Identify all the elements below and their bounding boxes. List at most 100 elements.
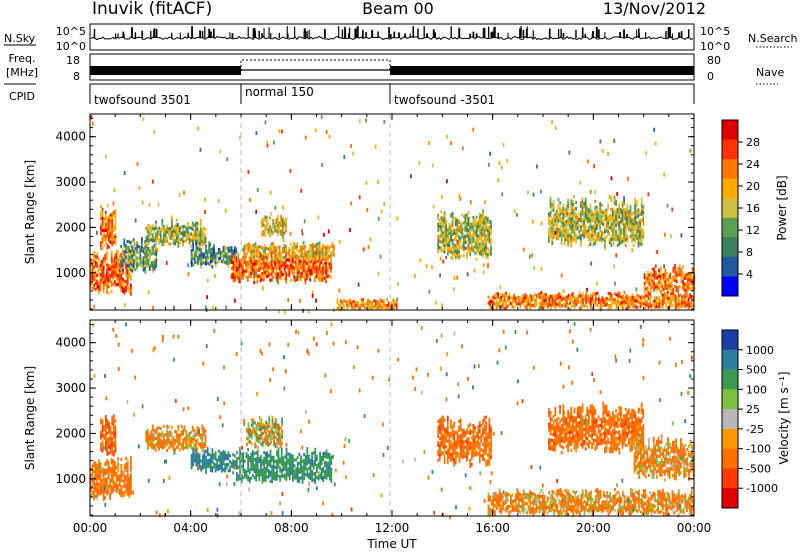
data-cell xyxy=(277,224,279,228)
data-cell xyxy=(249,440,251,444)
data-cell xyxy=(330,473,333,477)
data-cell xyxy=(607,221,609,225)
data-cell xyxy=(532,303,535,307)
data-cell xyxy=(478,230,481,234)
data-cell xyxy=(362,247,365,252)
data-cell xyxy=(458,241,460,245)
data-cell xyxy=(102,257,105,261)
data-cell xyxy=(125,280,127,284)
data-cell xyxy=(513,296,515,300)
data-cell xyxy=(322,466,325,470)
data-cell xyxy=(94,281,97,286)
data-cell xyxy=(296,479,299,484)
data-cell xyxy=(679,305,682,309)
data-cell xyxy=(213,456,215,460)
data-cell xyxy=(685,276,688,280)
data-cell xyxy=(269,470,272,474)
data-cell xyxy=(443,241,446,245)
data-cell xyxy=(576,227,579,231)
data-cell xyxy=(625,307,627,311)
data-cell xyxy=(94,269,97,274)
data-cell xyxy=(256,467,259,471)
data-cell xyxy=(265,426,267,430)
data-cell xyxy=(629,229,632,233)
data-cell xyxy=(674,266,676,270)
data-cell xyxy=(480,222,483,227)
data-cell xyxy=(568,233,571,237)
data-cell xyxy=(204,210,206,215)
data-cell xyxy=(199,228,202,232)
data-cell xyxy=(303,459,305,463)
data-cell xyxy=(245,246,247,250)
freq-left-tick-bottom: 8 xyxy=(73,70,80,83)
data-cell xyxy=(312,268,315,273)
data-cell xyxy=(280,223,283,227)
data-cell xyxy=(298,274,300,278)
data-cell xyxy=(272,250,275,254)
data-cell xyxy=(318,250,320,255)
data-cell xyxy=(549,235,552,239)
data-cell xyxy=(118,489,121,493)
data-cell xyxy=(128,260,131,264)
data-cell xyxy=(158,447,160,451)
data-cell xyxy=(325,473,328,477)
data-cell xyxy=(307,253,310,257)
data-cell xyxy=(309,256,311,260)
data-cell xyxy=(212,306,215,311)
data-cell xyxy=(195,439,197,443)
data-cell xyxy=(280,231,283,236)
data-cell xyxy=(596,226,598,230)
data-cell xyxy=(618,236,621,240)
data-cell xyxy=(565,213,568,217)
data-cell xyxy=(156,247,159,252)
data-cell xyxy=(101,219,104,223)
data-cell xyxy=(147,238,150,242)
data-cell xyxy=(295,473,297,477)
data-cell xyxy=(490,243,492,247)
data-cell xyxy=(653,279,656,283)
data-cell xyxy=(631,239,633,243)
data-cell xyxy=(265,224,268,228)
data-cell xyxy=(281,220,284,224)
data-cell xyxy=(197,461,199,465)
data-cell xyxy=(308,466,310,470)
data-cell xyxy=(114,256,116,260)
data-cell xyxy=(591,292,594,296)
data-cell xyxy=(259,276,262,280)
data-cell xyxy=(584,206,587,210)
data-cell xyxy=(262,275,265,279)
data-cell xyxy=(506,158,509,163)
data-cell xyxy=(366,208,369,212)
data-cell xyxy=(211,448,214,452)
data-cell xyxy=(615,232,617,236)
data-cell xyxy=(626,303,629,307)
data-cell xyxy=(288,246,291,250)
data-cell xyxy=(118,263,121,267)
data-cell xyxy=(199,442,202,446)
data-cell xyxy=(109,213,112,217)
data-cell xyxy=(250,436,253,440)
data-cell xyxy=(141,243,143,247)
data-cell xyxy=(653,276,656,280)
data-cell xyxy=(227,264,230,268)
data-cell xyxy=(192,448,195,452)
data-cell xyxy=(588,301,591,305)
colorbar-swatch xyxy=(722,237,738,258)
data-cell xyxy=(610,299,613,303)
data-cell xyxy=(122,473,124,477)
data-cell xyxy=(224,466,227,470)
data-cell xyxy=(583,205,585,209)
data-cell xyxy=(301,477,304,481)
data-cell xyxy=(107,276,110,280)
data-cell xyxy=(258,256,260,260)
data-cell xyxy=(622,306,624,310)
data-cell xyxy=(163,233,165,237)
data-cell xyxy=(275,254,278,258)
data-cell xyxy=(197,249,199,253)
data-cell xyxy=(253,281,256,285)
data-cell xyxy=(300,464,302,468)
data-cell xyxy=(175,236,178,240)
data-cell xyxy=(315,275,318,279)
data-cell xyxy=(280,214,283,218)
data-cell xyxy=(667,278,670,282)
